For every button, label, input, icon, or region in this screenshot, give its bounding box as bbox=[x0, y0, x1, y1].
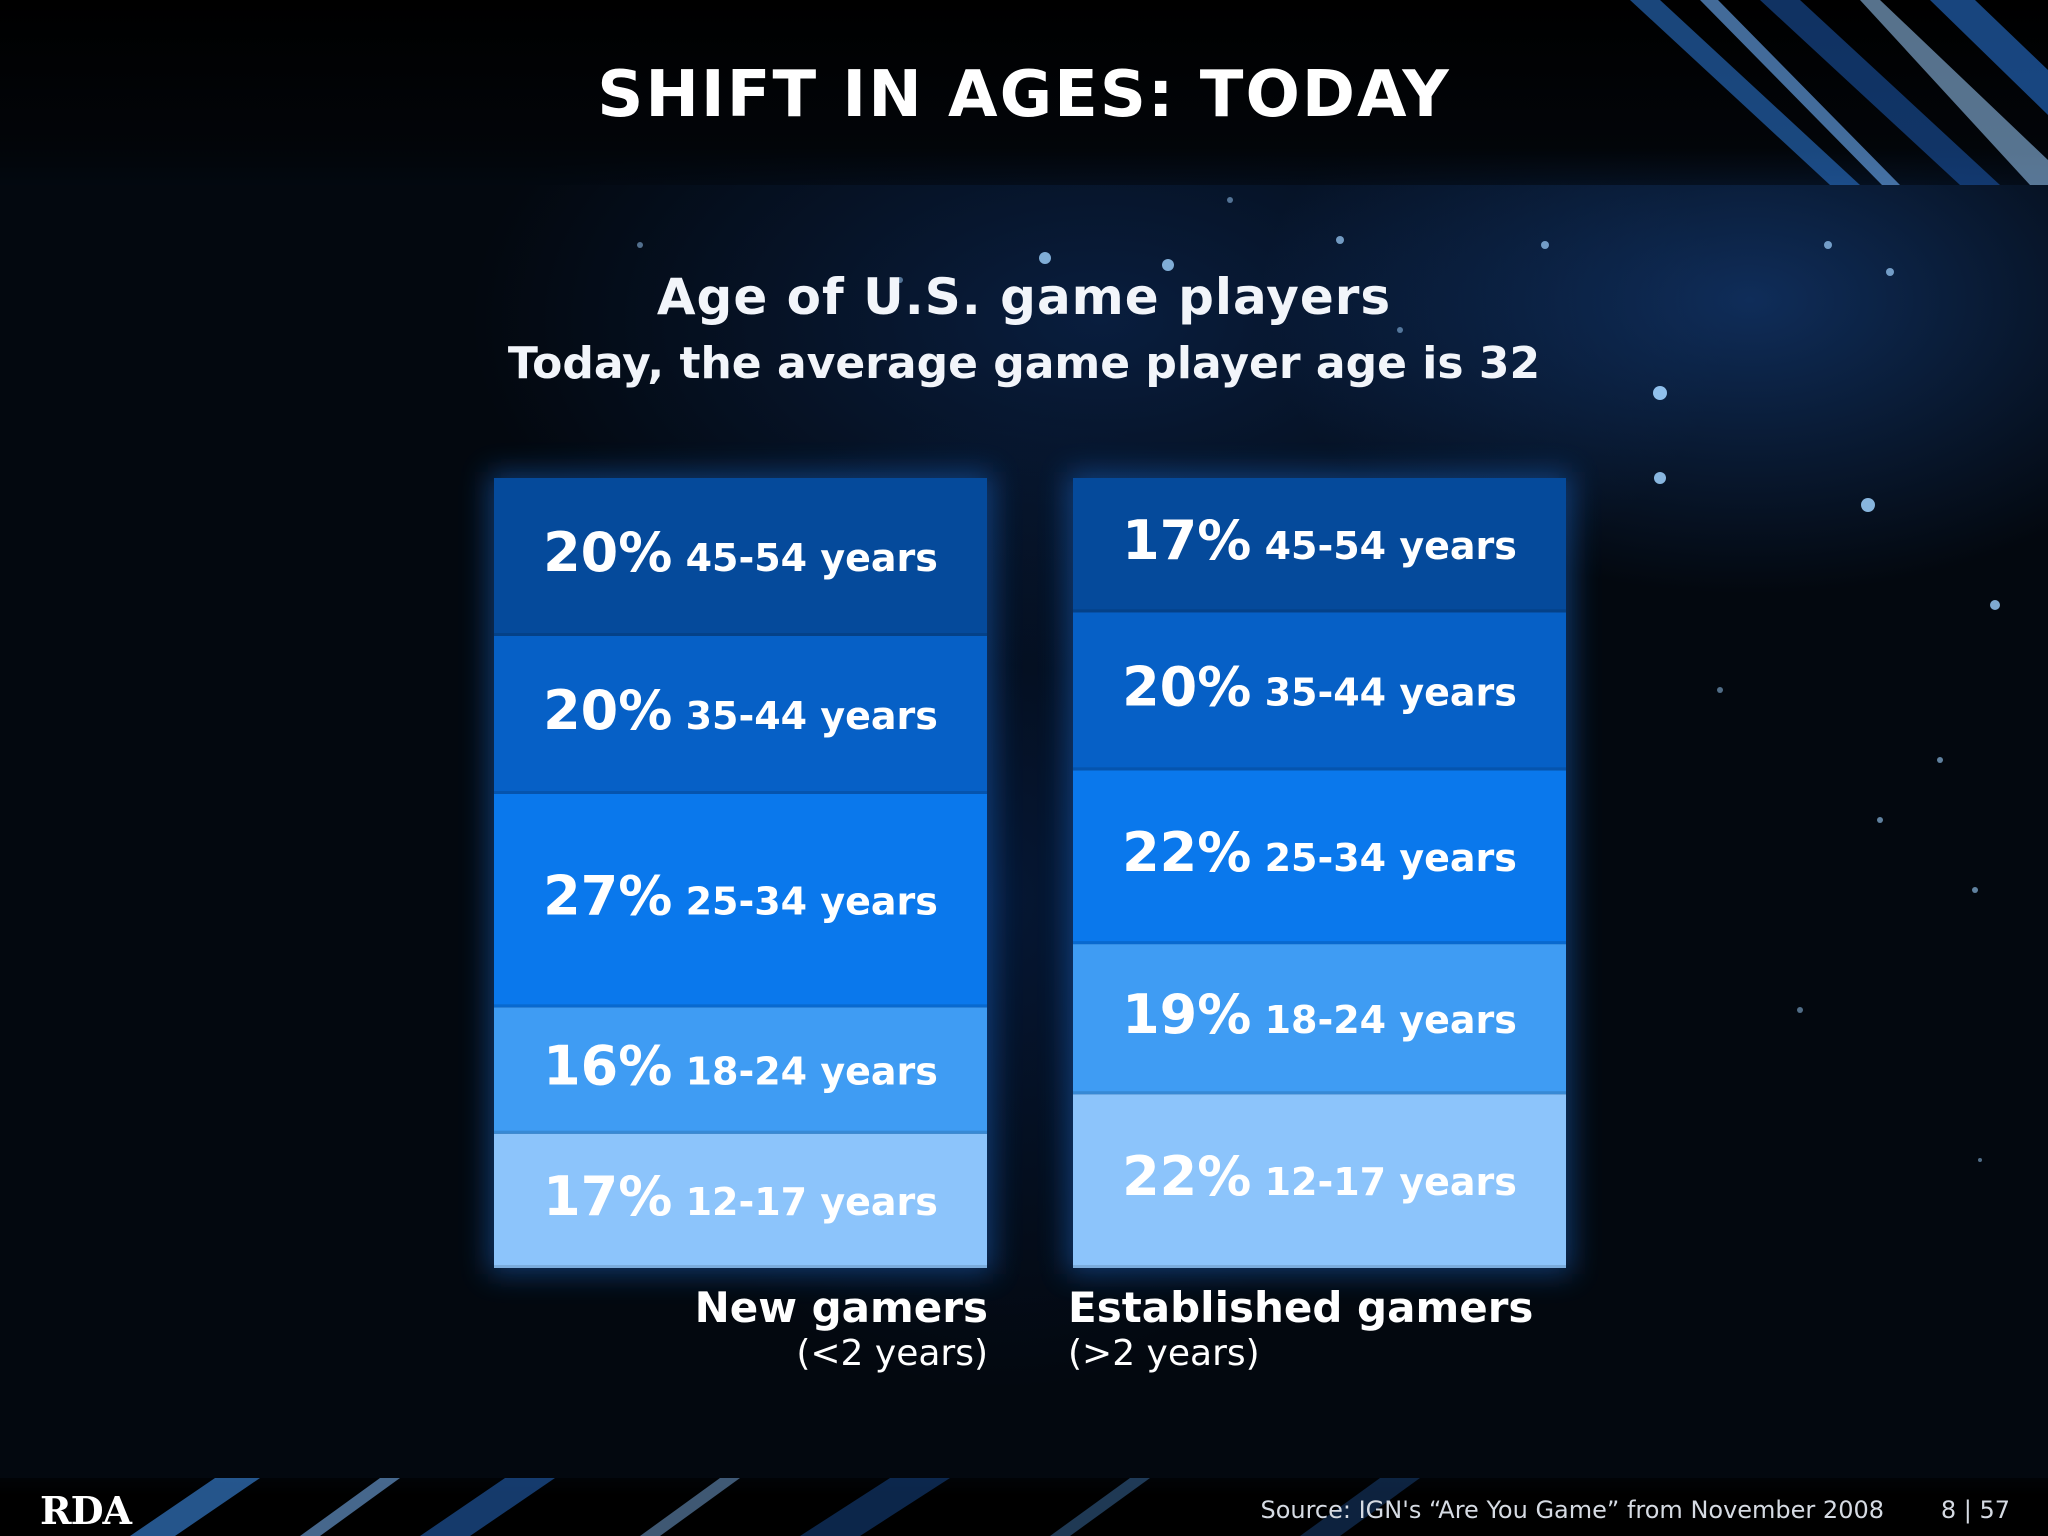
rda-logo: RDA bbox=[40, 1488, 132, 1533]
category-sublabel-established-gamers: (>2 years) bbox=[1068, 1333, 1260, 1374]
bar-segment-established-gamers-45-54-years bbox=[1073, 478, 1566, 613]
bar-segment-new-gamers-12-17-years bbox=[494, 1133, 987, 1268]
light-streaks-top-right bbox=[1630, 0, 2048, 185]
data-label-new-gamers-25-34-years: 27% 25-34 years bbox=[543, 865, 938, 928]
bar-segment-established-gamers-25-34-years bbox=[1073, 770, 1566, 945]
bar-segment-new-gamers-45-54-years bbox=[494, 478, 987, 636]
source-note: Source: IGN's “Are You Game” from Novemb… bbox=[1260, 1496, 1884, 1524]
segment-divider bbox=[1073, 767, 1566, 771]
bar-segment-new-gamers-35-44-years bbox=[494, 636, 987, 794]
segment-divider bbox=[1073, 1091, 1566, 1095]
segment-divider bbox=[494, 633, 987, 636]
data-label-established-gamers-12-17-years: 22% 12-17 years bbox=[1122, 1145, 1517, 1208]
segment-divider bbox=[1073, 941, 1566, 945]
data-label-new-gamers-45-54-years: 20% 45-54 years bbox=[543, 521, 938, 584]
data-label-established-gamers-18-24-years: 19% 18-24 years bbox=[1122, 983, 1517, 1046]
bar-segment-established-gamers-18-24-years bbox=[1073, 944, 1566, 1095]
stars bbox=[637, 197, 2000, 1162]
data-label-established-gamers-35-44-years: 20% 35-44 years bbox=[1122, 655, 1517, 718]
category-label-established-gamers: Established gamers bbox=[1068, 1283, 1534, 1332]
segment-divider bbox=[1073, 609, 1566, 613]
data-label-new-gamers-35-44-years: 20% 35-44 years bbox=[543, 679, 938, 742]
category-sublabel-new-gamers: (<2 years) bbox=[796, 1333, 988, 1374]
slide-title: SHIFT IN AGES: TODAY bbox=[597, 58, 1451, 132]
bar-segment-new-gamers-18-24-years bbox=[494, 1007, 987, 1134]
light-streaks-bottom bbox=[130, 1478, 1420, 1536]
segment-divider bbox=[494, 1004, 987, 1008]
bar-segment-new-gamers-25-34-years bbox=[494, 794, 987, 1008]
segment-divider bbox=[494, 791, 987, 794]
data-label-established-gamers-25-34-years: 22% 25-34 years bbox=[1122, 821, 1517, 884]
chart-title: Age of U.S. game players bbox=[656, 268, 1392, 326]
data-label-new-gamers-12-17-years: 17% 12-17 years bbox=[543, 1165, 938, 1228]
segment-divider bbox=[494, 1130, 987, 1134]
page-number: 8 | 57 bbox=[1940, 1496, 2010, 1524]
data-label-new-gamers-18-24-years: 16% 18-24 years bbox=[543, 1035, 938, 1098]
segment-divider bbox=[494, 1265, 987, 1268]
bar-segment-established-gamers-12-17-years bbox=[1073, 1094, 1566, 1268]
chart-subtitle: Today, the average game player age is 32 bbox=[507, 338, 1541, 389]
segment-divider bbox=[1073, 1265, 1566, 1268]
bar-segment-established-gamers-35-44-years bbox=[1073, 612, 1566, 771]
data-label-established-gamers-45-54-years: 17% 45-54 years bbox=[1122, 509, 1517, 572]
category-label-new-gamers: New gamers bbox=[694, 1283, 988, 1332]
top-bar bbox=[0, 0, 2048, 185]
